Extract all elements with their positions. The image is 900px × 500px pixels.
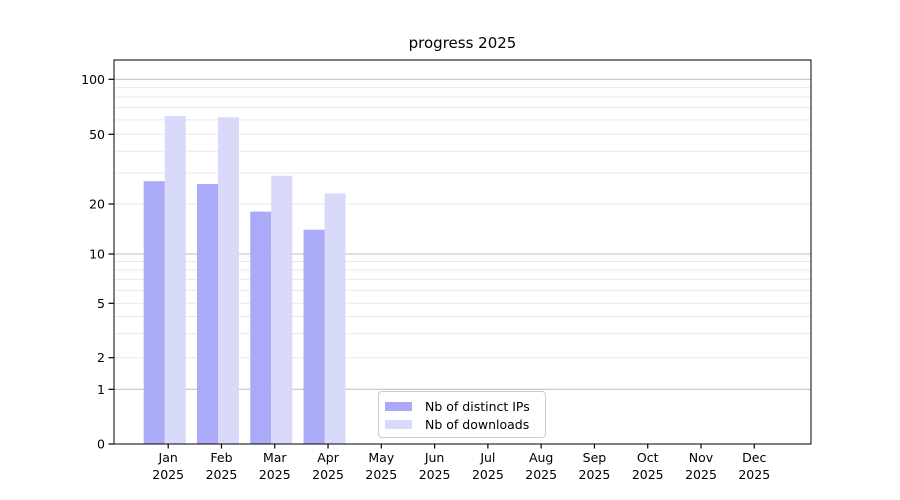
x-tick-label-year: 2025 [206,467,238,482]
bar-downloads [324,193,346,444]
legend-label-distinct-ips: Nb of distinct IPs [425,398,530,414]
legend-label-downloads: Nb of downloads [425,416,530,432]
y-tick-label: 10 [89,247,105,262]
x-tick-label-month: Jun [424,450,445,465]
x-tick-label-month: Dec [742,450,766,465]
x-tick-label-month: Feb [210,450,232,465]
axes-spines [113,59,812,445]
x-tick-label-month: Aug [529,450,553,465]
legend-item-distinct-ips: Nb of distinct IPs [385,398,537,415]
legend-item-downloads: Nb of downloads [385,416,537,433]
y-tick-label: 20 [89,197,105,212]
x-tick-label-year: 2025 [419,467,451,482]
x-tick-label-year: 2025 [365,467,397,482]
x-tick-label-year: 2025 [259,467,291,482]
x-tick-label-year: 2025 [525,467,557,482]
y-tick-label: 0 [97,437,105,452]
x-tick-label-month: May [368,450,394,465]
bar-downloads [164,115,186,444]
x-tick-label-year: 2025 [738,467,770,482]
x-tick-label-month: Sep [583,450,607,465]
y-tick-label: 50 [89,127,105,142]
y-tick-label: 100 [81,72,105,87]
bar-distinct-ips [303,229,325,444]
bar-distinct-ips [143,181,165,444]
x-tick-label-month: Nov [689,450,714,465]
chart-title: progress 2025 [408,34,517,52]
bar-downloads [217,117,239,444]
x-tick-label-year: 2025 [632,467,664,482]
x-tick-label-year: 2025 [152,467,184,482]
x-tick-label-month: Mar [263,450,287,465]
x-tick-label-year: 2025 [472,467,504,482]
legend: Nb of distinct IPs Nb of downloads [378,391,546,438]
bar-distinct-ips [196,184,218,444]
x-tick-label-year: 2025 [685,467,717,482]
y-tick-label: 2 [97,350,105,365]
x-tick-label-month: Jan [158,450,178,465]
x-tick-label-month: Oct [637,450,659,465]
bar-distinct-ips [250,211,272,444]
x-tick-label-year: 2025 [312,467,344,482]
legend-swatch-downloads [385,419,412,429]
x-tick-label-year: 2025 [579,467,611,482]
y-tick-label: 5 [97,296,105,311]
x-tick-label-month: Apr [317,450,339,465]
legend-swatch-distinct-ips [385,401,412,411]
bar-downloads [271,175,293,444]
x-tick-label-month: Jul [479,450,495,465]
y-tick-label: 1 [97,382,105,397]
